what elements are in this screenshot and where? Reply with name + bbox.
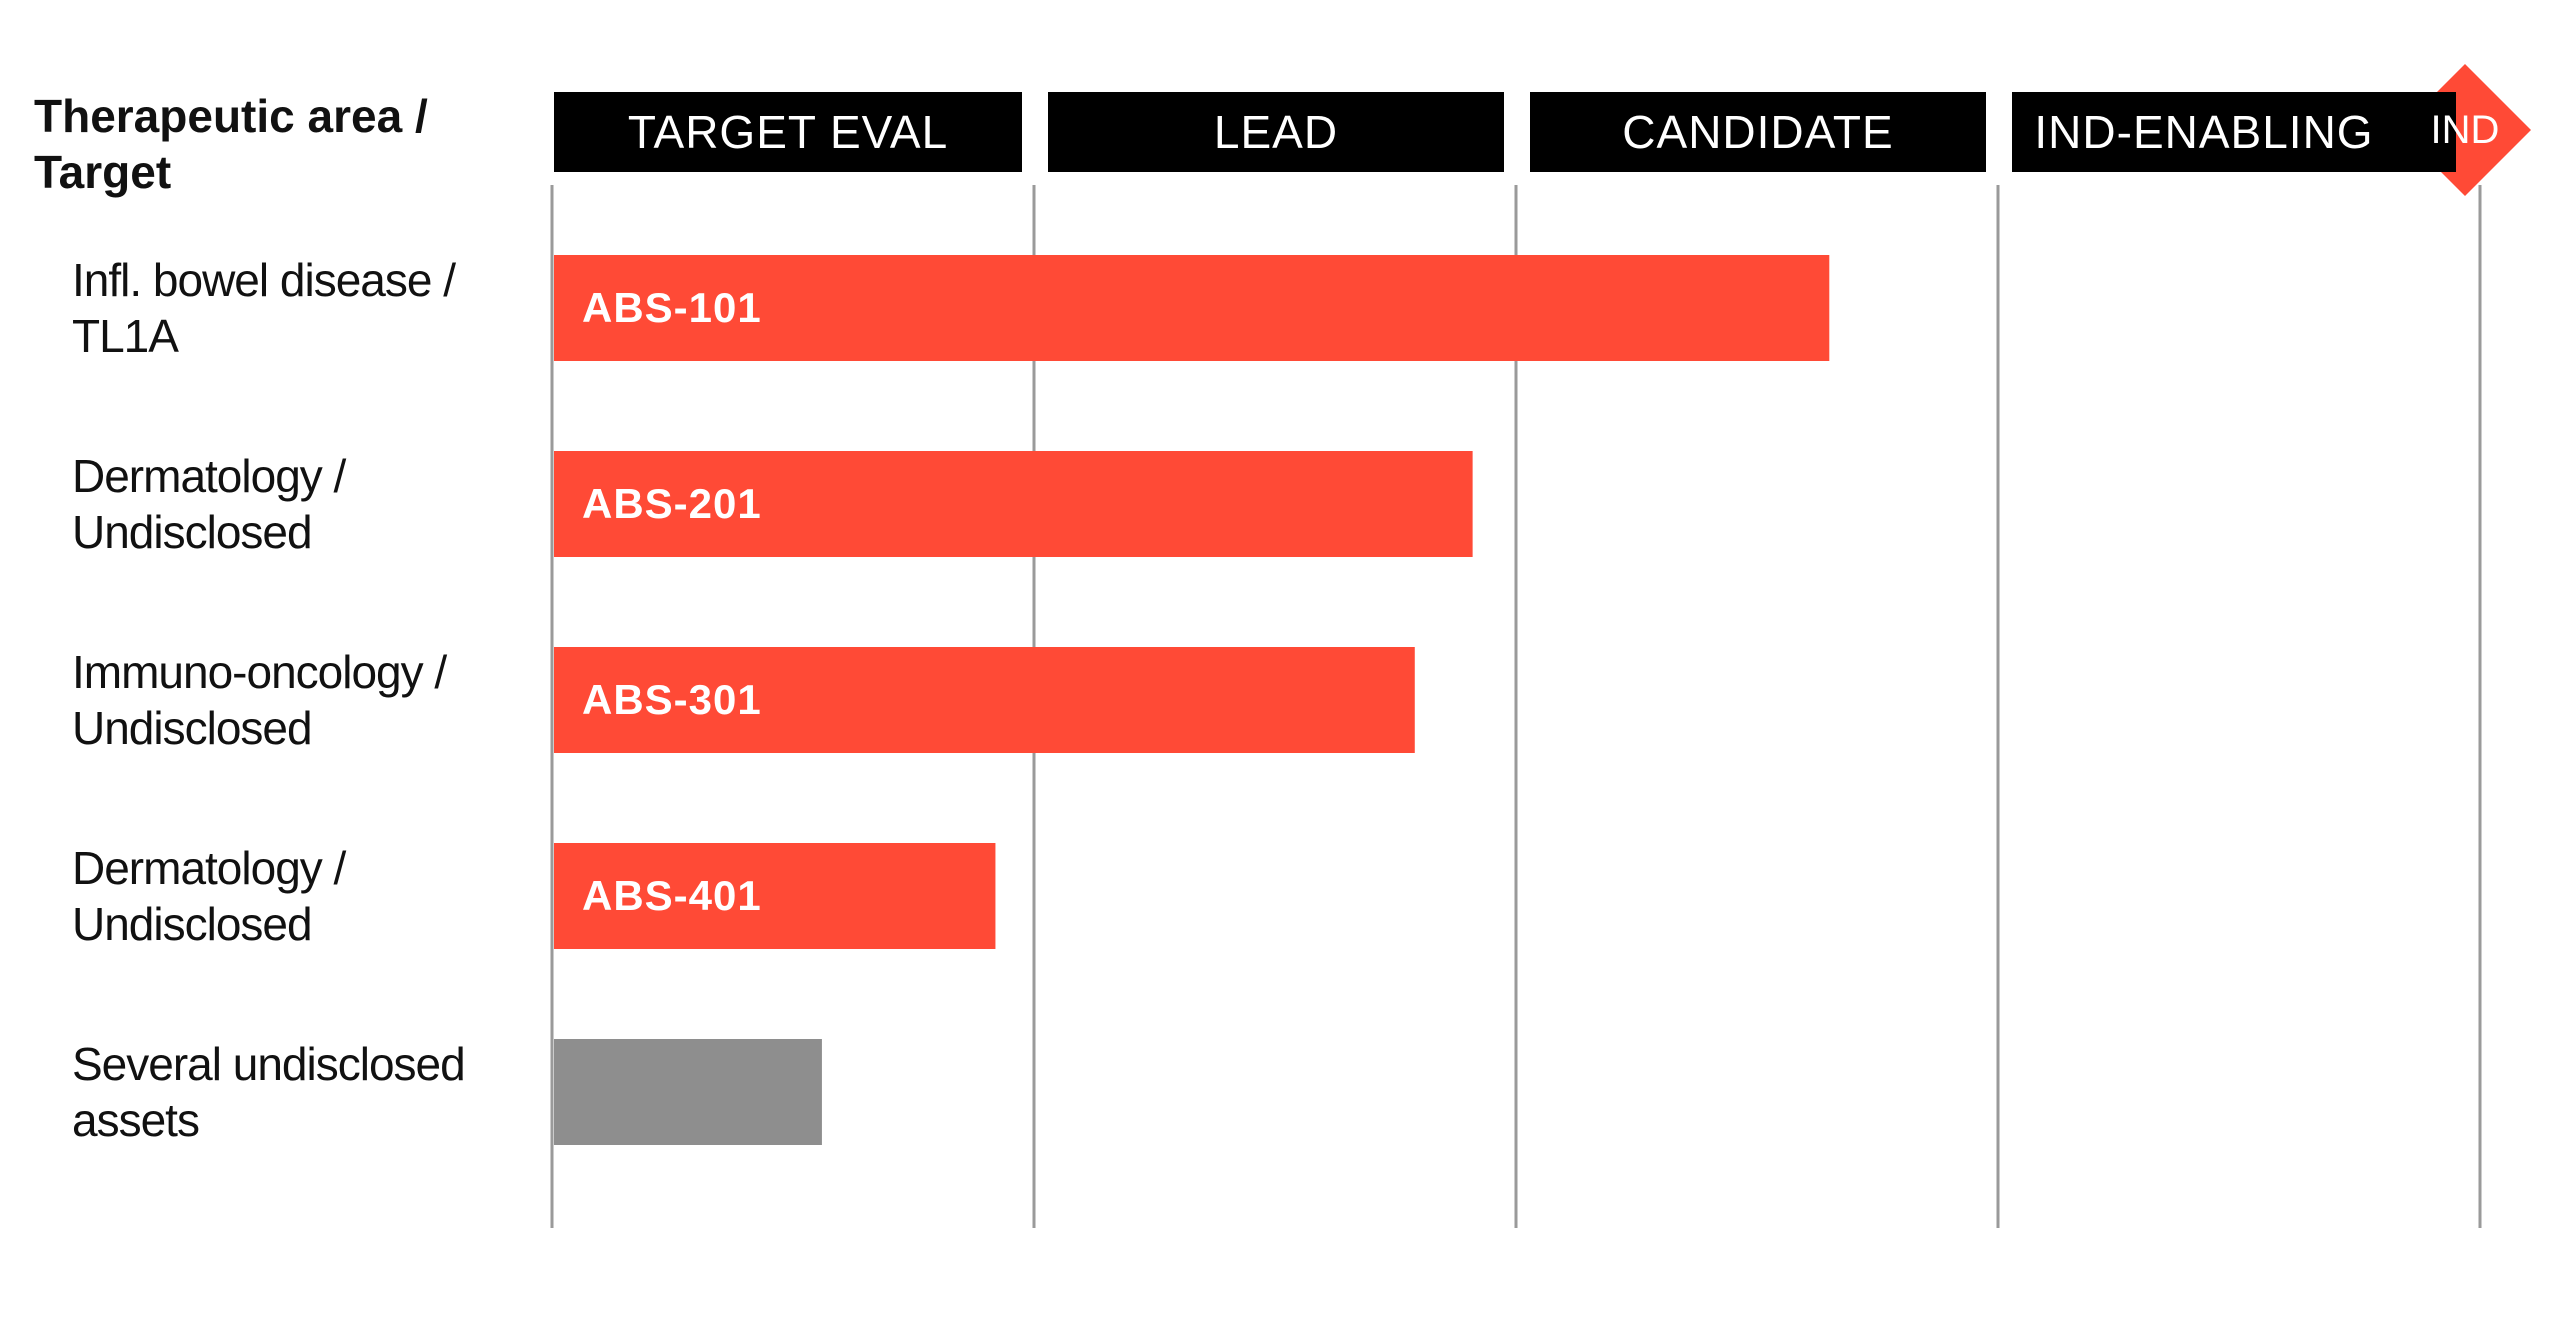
bar-abs-101 [554,255,1830,361]
row-label: Dermatology / Undisclosed [72,842,346,950]
bar-label: ABS-201 [582,480,762,527]
row-label: Infl. bowel disease / TL1A [72,254,456,362]
row-label: Immuno-oncology / Undisclosed [72,646,447,754]
stage-header-lead: LEAD [1048,92,1504,172]
bar-label: ABS-301 [582,676,762,723]
bar-abs-401 [554,843,996,949]
ind-milestone-label: IND [2430,107,2500,152]
row-label: Dermatology / Undisclosed [72,450,346,558]
stage-header-target-eval: TARGET EVAL [554,92,1022,172]
row-label: Several undisclosed assets [72,1038,466,1146]
bar-label: ABS-101 [582,284,762,331]
row-header: Therapeutic area / Target [34,90,428,198]
stage-header-ind-enabling: IND-ENABLING [2012,92,2456,172]
bar-abs-301 [554,647,1415,753]
stage-header-candidate: CANDIDATE [1530,92,1986,172]
bar-label: ABS-401 [582,872,762,919]
bar-abs-201 [554,451,1473,557]
bar-undisclosed-assets [554,1039,822,1145]
